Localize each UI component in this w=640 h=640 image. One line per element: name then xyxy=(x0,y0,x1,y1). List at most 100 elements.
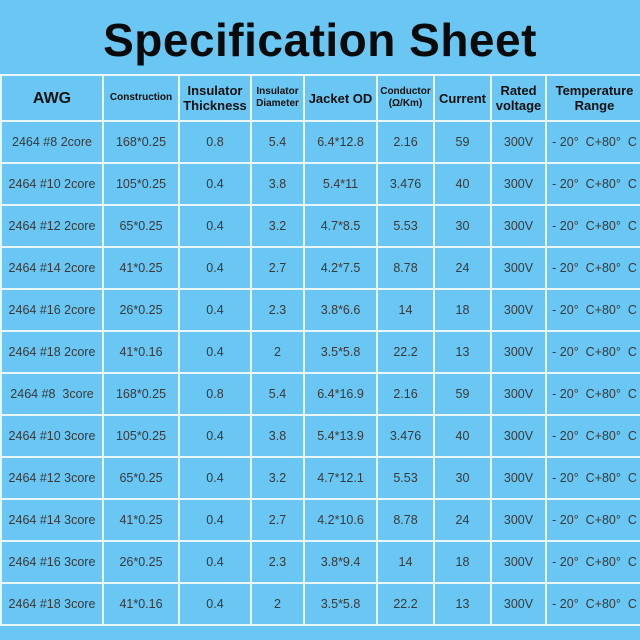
cell-temperature-range: - 20° C+80° C xyxy=(545,456,640,500)
cell-awg: 2464 #10 2core xyxy=(0,162,104,206)
cell-construction: 41*0.25 xyxy=(102,246,180,290)
cell-awg: 2464 #8 3core xyxy=(0,372,104,416)
cell-construction: 41*0.16 xyxy=(102,330,180,374)
header-label: Current xyxy=(439,90,486,106)
table-row: 2464 #8 2core 168*0.25 0.8 5.4 6.4*12.8 2.16 5… xyxy=(0,120,640,164)
cell-jacket-od: 6.4*16.9 xyxy=(303,372,378,416)
cell-rated-voltage: 300V xyxy=(490,330,547,374)
header-temperature-range: Temperature Range xyxy=(545,74,640,122)
cell-current: 24 xyxy=(433,498,492,542)
cell-jacket-od: 6.4*12.8 xyxy=(303,120,378,164)
header-label: Rated xyxy=(500,83,537,98)
cell-construction: 41*0.25 xyxy=(102,498,180,542)
table-row: 2464 #16 2core 26*0.25 0.4 2.3 3.8*6.6 14 18 30… xyxy=(0,288,640,332)
cell-current: 59 xyxy=(433,120,492,164)
header-label: Conductor xyxy=(380,86,431,97)
cell-temperature-range: - 20° C+80° C xyxy=(545,330,640,374)
cell-insulator-thickness: 0.8 xyxy=(178,120,252,164)
table-row: 2464 #10 2core 105*0.25 0.4 3.8 5.4*11 3.476 4… xyxy=(0,162,640,206)
cell-temperature-range: - 20° C+80° C xyxy=(545,372,640,416)
cell-construction: 26*0.25 xyxy=(102,288,180,332)
header-label: Insulator xyxy=(187,83,243,98)
header-label: Jacket OD xyxy=(308,90,373,106)
cell-construction: 41*0.16 xyxy=(102,582,180,626)
cell-conductor: 2.16 xyxy=(376,120,435,164)
cell-insulator-thickness: 0.4 xyxy=(178,414,252,458)
cell-jacket-od: 5.4*11 xyxy=(303,162,378,206)
cell-conductor: 2.16 xyxy=(376,372,435,416)
cell-rated-voltage: 300V xyxy=(490,246,547,290)
cell-insulator-thickness: 0.4 xyxy=(178,498,252,542)
cell-conductor: 14 xyxy=(376,540,435,584)
header-current: Current xyxy=(433,74,492,122)
header-row: AWG Construction Insulator Thickness Insulat… xyxy=(0,74,640,122)
table-row: 2464 #14 2core 41*0.25 0.4 2.7 4.2*7.5 8.78 24… xyxy=(0,246,640,290)
cell-current: 30 xyxy=(433,456,492,500)
header-insulator-thickness: Insulator Thickness xyxy=(178,74,252,122)
table-row: 2464 #12 3core 65*0.25 0.4 3.2 4.7*12.1 5.53 3… xyxy=(0,456,640,500)
cell-awg: 2464 #8 2core xyxy=(0,120,104,164)
cell-jacket-od: 4.2*7.5 xyxy=(303,246,378,290)
cell-insulator-diameter: 3.2 xyxy=(250,204,305,248)
cell-rated-voltage: 300V xyxy=(490,540,547,584)
cell-rated-voltage: 300V xyxy=(490,120,547,164)
cell-awg: 2464 #16 2core xyxy=(0,288,104,332)
cell-jacket-od: 3.5*5.8 xyxy=(303,330,378,374)
cell-conductor: 3.476 xyxy=(376,162,435,206)
cell-rated-voltage: 300V xyxy=(490,582,547,626)
header-label: (Ω/Km) xyxy=(388,98,423,109)
cell-current: 40 xyxy=(433,414,492,458)
cell-current: 18 xyxy=(433,540,492,584)
cell-jacket-od: 5.4*13.9 xyxy=(303,414,378,458)
cell-jacket-od: 3.5*5.8 xyxy=(303,582,378,626)
cell-insulator-thickness: 0.4 xyxy=(178,288,252,332)
cell-insulator-diameter: 3.2 xyxy=(250,456,305,500)
cell-rated-voltage: 300V xyxy=(490,372,547,416)
cell-insulator-thickness: 0.4 xyxy=(178,246,252,290)
table-row: 2464 #10 3core 105*0.25 0.4 3.8 5.4*13.9 3.47… xyxy=(0,414,640,458)
cell-rated-voltage: 300V xyxy=(490,414,547,458)
cell-rated-voltage: 300V xyxy=(490,498,547,542)
cell-insulator-thickness: 0.4 xyxy=(178,582,252,626)
cell-rated-voltage: 300V xyxy=(490,456,547,500)
cell-construction: 168*0.25 xyxy=(102,372,180,416)
cell-temperature-range: - 20° C+80° C xyxy=(545,288,640,332)
cell-rated-voltage: 300V xyxy=(490,204,547,248)
cell-conductor: 22.2 xyxy=(376,582,435,626)
cell-insulator-thickness: 0.4 xyxy=(178,162,252,206)
cell-conductor: 5.53 xyxy=(376,204,435,248)
cell-jacket-od: 4.7*8.5 xyxy=(303,204,378,248)
header-awg: AWG xyxy=(0,74,104,122)
cell-awg: 2464 #12 2core xyxy=(0,204,104,248)
cell-awg: 2464 #16 3core xyxy=(0,540,104,584)
header-rated-voltage: Rated voltage xyxy=(490,74,547,122)
header-construction: Construction xyxy=(102,74,180,122)
cell-insulator-diameter: 2 xyxy=(250,330,305,374)
cell-temperature-range: - 20° C+80° C xyxy=(545,540,640,584)
cell-awg: 2464 #10 3core xyxy=(0,414,104,458)
cell-conductor: 5.53 xyxy=(376,456,435,500)
cell-awg: 2464 #18 2core xyxy=(0,330,104,374)
header-label: Temperature xyxy=(555,83,634,98)
table-row: 2464 #8 3core 168*0.25 0.8 5.4 6.4*16.9 2.16 5… xyxy=(0,372,640,416)
cell-construction: 105*0.25 xyxy=(102,414,180,458)
cell-awg: 2464 #14 3core xyxy=(0,498,104,542)
header-label: voltage xyxy=(495,98,542,113)
cell-current: 18 xyxy=(433,288,492,332)
cell-conductor: 8.78 xyxy=(376,246,435,290)
cell-insulator-diameter: 2.3 xyxy=(250,540,305,584)
cell-current: 59 xyxy=(433,372,492,416)
cell-insulator-diameter: 3.8 xyxy=(250,414,305,458)
cell-insulator-thickness: 0.4 xyxy=(178,456,252,500)
cell-current: 13 xyxy=(433,330,492,374)
cell-insulator-diameter: 2.7 xyxy=(250,498,305,542)
table-row: 2464 #14 3core 41*0.25 0.4 2.7 4.2*10.6 8.78 2… xyxy=(0,498,640,542)
table-row: 2464 #18 3core 41*0.16 0.4 2 3.5*5.8 22.2 13 30… xyxy=(0,582,640,626)
header-label: Construction xyxy=(109,92,173,103)
cell-insulator-thickness: 0.4 xyxy=(178,330,252,374)
spec-table: AWG Construction Insulator Thickness Insulat… xyxy=(0,74,640,626)
cell-jacket-od: 3.8*6.6 xyxy=(303,288,378,332)
cell-conductor: 14 xyxy=(376,288,435,332)
header-label: AWG xyxy=(32,89,72,107)
cell-rated-voltage: 300V xyxy=(490,288,547,332)
